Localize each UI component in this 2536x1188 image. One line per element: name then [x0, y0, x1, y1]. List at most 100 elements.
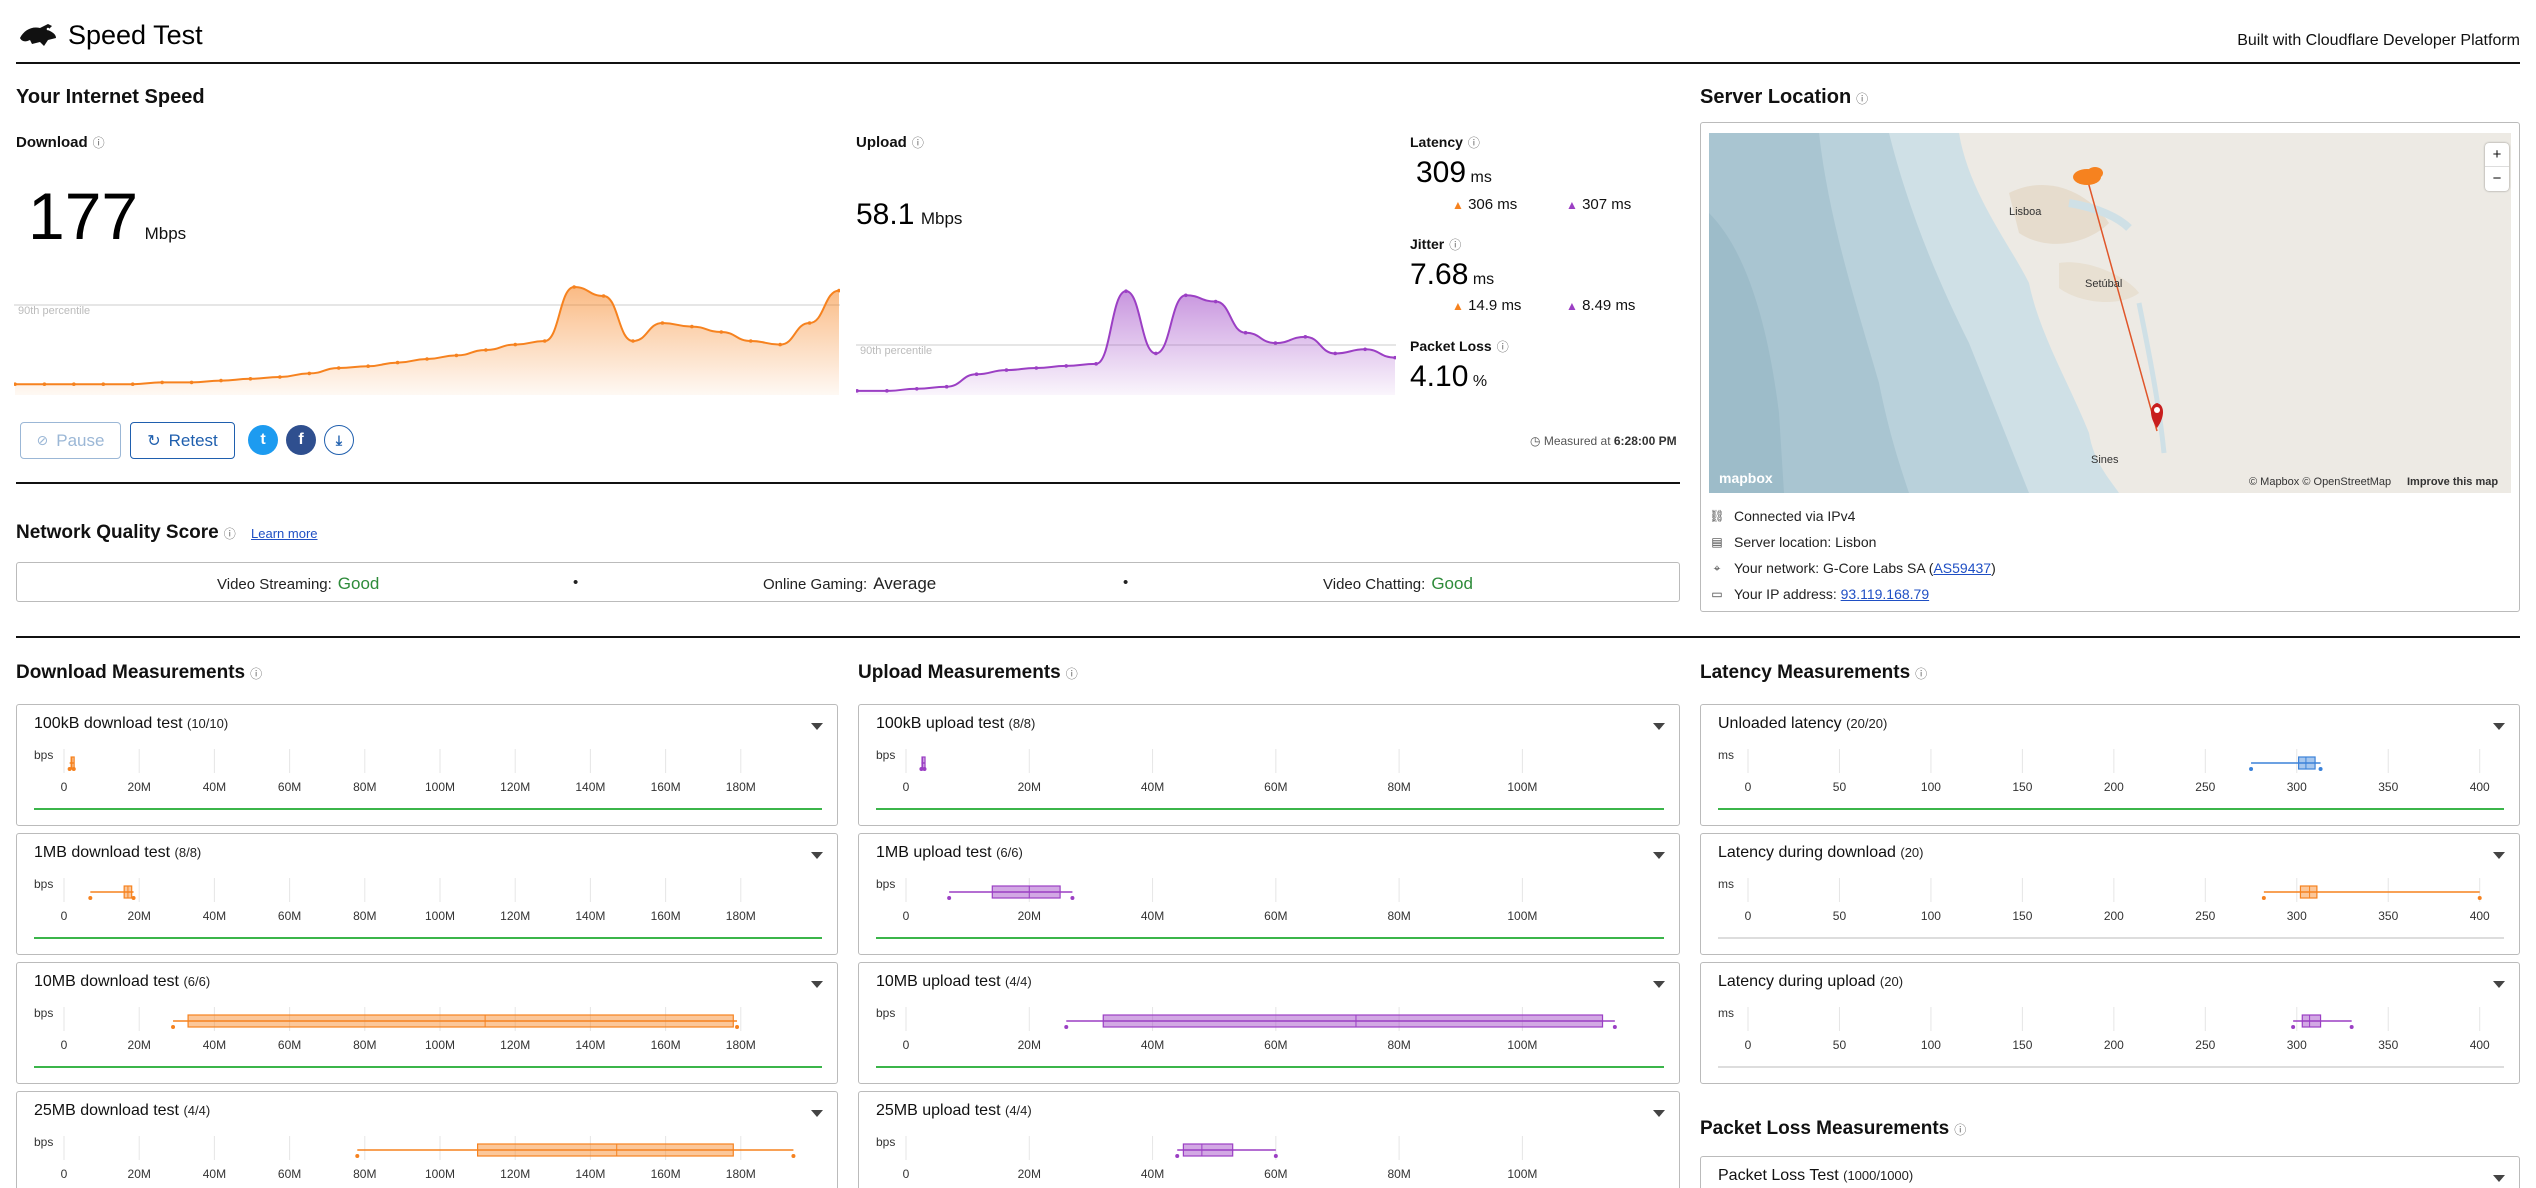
chart-point	[974, 372, 979, 377]
latency-up: ▲ 307 ms	[1566, 196, 1632, 213]
chart-point	[160, 380, 164, 385]
built-with-link[interactable]: Built with Cloudflare Developer Platform	[2237, 32, 2520, 49]
measurement-card[interactable]: Latency during download (20) ms 0 50 100 150 2…	[1700, 833, 2520, 955]
info-icon: ⓘ	[911, 136, 924, 150]
measurement-card-title: Latency during upload (20)	[1718, 973, 1904, 990]
download-measurements-title: Download Measurements ⓘ	[16, 662, 263, 683]
axis-unit-label: bps	[876, 748, 895, 762]
measurement-card-title: 25MB download test (4/4)	[34, 1102, 211, 1119]
tick-label: 160M	[651, 1038, 681, 1052]
nq-video-streaming-value: Good	[337, 574, 380, 593]
chevron-down-icon[interactable]	[1653, 981, 1665, 988]
learn-more-link[interactable]: Learn more	[251, 526, 318, 541]
download-arrow-icon: ▲	[1452, 299, 1464, 313]
pause-button[interactable]: ⊘ Pause	[20, 422, 121, 459]
chart-point	[513, 342, 518, 347]
axis-unit-label: bps	[34, 748, 53, 762]
packet-loss-test-card[interactable]: Packet Loss Test (1000/1000)	[1700, 1156, 2520, 1188]
chevron-down-icon[interactable]	[811, 981, 823, 988]
download-percentile-label: 90th percentile	[18, 305, 90, 317]
tick-label: 50	[1833, 909, 1847, 923]
zoom-out-button[interactable]: −	[2492, 170, 2502, 187]
tick-label: 160M	[651, 909, 681, 923]
box-plot: bps 0 20M 40M 60M 80M 100M	[876, 748, 1664, 810]
jitter-value: 7.68 ms	[1410, 258, 1495, 291]
measurement-card[interactable]: 25MB upload test (4/4) bps 0 20M 40M 60M 80M 10…	[858, 1091, 1680, 1188]
chart-point	[72, 382, 76, 386]
tick-label: 400	[2470, 909, 2490, 923]
box-iqr	[991, 885, 1061, 899]
measurement-card[interactable]: 100kB download test (10/10) bps 0 20M 40M 60M…	[16, 704, 838, 826]
your-ip: ▭ Your IP address: 93.119.168.79	[1711, 586, 1930, 602]
chart-point	[484, 348, 488, 352]
measurement-card[interactable]: 1MB download test (8/8) bps 0 20M 40M 60M 80M 1…	[16, 833, 838, 955]
chevron-down-icon[interactable]	[2493, 723, 2505, 730]
tick-label: 0	[1745, 909, 1752, 923]
measurement-card[interactable]: 100kB upload test (8/8) bps 0 20M 40M 60M 80M 1…	[858, 704, 1680, 826]
tick-label: 350	[2378, 1038, 2398, 1052]
asn-link[interactable]: AS59437	[1933, 560, 1992, 576]
twitter-icon[interactable]: t	[248, 425, 278, 455]
info-icon: ⓘ	[1496, 340, 1509, 354]
tick-label: 160M	[651, 780, 681, 794]
tick-label: 140M	[575, 1167, 605, 1181]
chevron-down-icon[interactable]	[2493, 981, 2505, 988]
map-city-sines: Sines	[2091, 454, 2119, 466]
measurement-card[interactable]: Unloaded latency (20/20) ms 0 50 100 150 200 25…	[1700, 704, 2520, 826]
box-point	[2291, 1025, 2296, 1029]
server-map[interactable]: Lisboa Setúbal Sines mapbox © Mapbox © O…	[1709, 133, 2511, 493]
server-location: ▤ Server location: Lisbon	[1711, 534, 1877, 550]
chevron-down-icon[interactable]	[2493, 852, 2505, 859]
connected-via: ⛓ Connected via IPv4	[1709, 508, 1856, 524]
measurement-card[interactable]: 10MB upload test (4/4) bps 0 20M 40M 60M 80M 10…	[858, 962, 1680, 1084]
speed-section-title: Your Internet Speed	[16, 86, 205, 108]
chevron-down-icon[interactable]	[811, 1110, 823, 1117]
chart-point	[248, 377, 253, 381]
tick-label: 60M	[278, 909, 301, 923]
box-iqr	[2298, 756, 2316, 770]
info-icon: ⓘ	[1065, 667, 1078, 681]
chevron-down-icon[interactable]	[811, 723, 823, 730]
upload-label: Upload ⓘ	[856, 134, 924, 151]
facebook-icon[interactable]: f	[286, 425, 316, 455]
box-plot: ms 0 50 100 150 200 250 300 350 400	[1718, 1006, 2504, 1068]
chevron-down-icon[interactable]	[1653, 852, 1665, 859]
measurement-card[interactable]: 10MB download test (6/6) bps 0 20M 40M 60M 80M…	[16, 962, 838, 1084]
retest-button[interactable]: ↻ Retest	[130, 422, 235, 459]
box-iqr	[1102, 1014, 1604, 1028]
measurement-card[interactable]: 1MB upload test (6/6) bps 0 20M 40M 60M 80M 100…	[858, 833, 1680, 955]
box-point	[355, 1154, 360, 1158]
box-point	[2249, 767, 2254, 771]
box-iqr	[2301, 1014, 2322, 1028]
tick-label: 250	[2195, 1038, 2215, 1052]
download-value: 177 Mbps	[28, 179, 187, 253]
tick-label: 100M	[425, 1038, 455, 1052]
zoom-in-button[interactable]: +	[2485, 143, 2509, 167]
speed-divider	[16, 482, 1680, 484]
nq-separator: •	[1123, 574, 1129, 591]
tick-label: 0	[903, 909, 910, 923]
tick-label: 120M	[500, 780, 530, 794]
tick-label: 60M	[1264, 909, 1287, 923]
measurement-card[interactable]: Latency during upload (20) ms 0 50 100 150 200…	[1700, 962, 2520, 1084]
download-results-icon[interactable]: ⤓	[324, 425, 354, 455]
info-icon: ⓘ	[250, 667, 263, 681]
chart-point	[454, 353, 459, 358]
box-point	[1273, 1154, 1278, 1158]
tick-label: 40M	[203, 780, 226, 794]
measurement-card[interactable]: 25MB download test (4/4) bps 0 20M 40M 60M 80M…	[16, 1091, 838, 1188]
chevron-down-icon[interactable]	[2493, 1175, 2505, 1182]
chevron-down-icon[interactable]	[1653, 1110, 1665, 1117]
jitter-label: Jitter ⓘ	[1410, 236, 1462, 252]
jitter-down: ▲ 14.9 ms	[1452, 297, 1522, 314]
chevron-down-icon[interactable]	[1653, 723, 1665, 730]
tick-label: 120M	[500, 1167, 530, 1181]
box-point	[947, 896, 952, 900]
tick-label: 20M	[1018, 1038, 1041, 1052]
tick-label: 0	[1745, 1038, 1752, 1052]
chevron-down-icon[interactable]	[811, 852, 823, 859]
pause-icon: ⊘	[36, 432, 49, 448]
tick-label: 100M	[425, 780, 455, 794]
ip-link[interactable]: 93.119.168.79	[1840, 586, 1930, 602]
chart-point	[1183, 293, 1188, 298]
